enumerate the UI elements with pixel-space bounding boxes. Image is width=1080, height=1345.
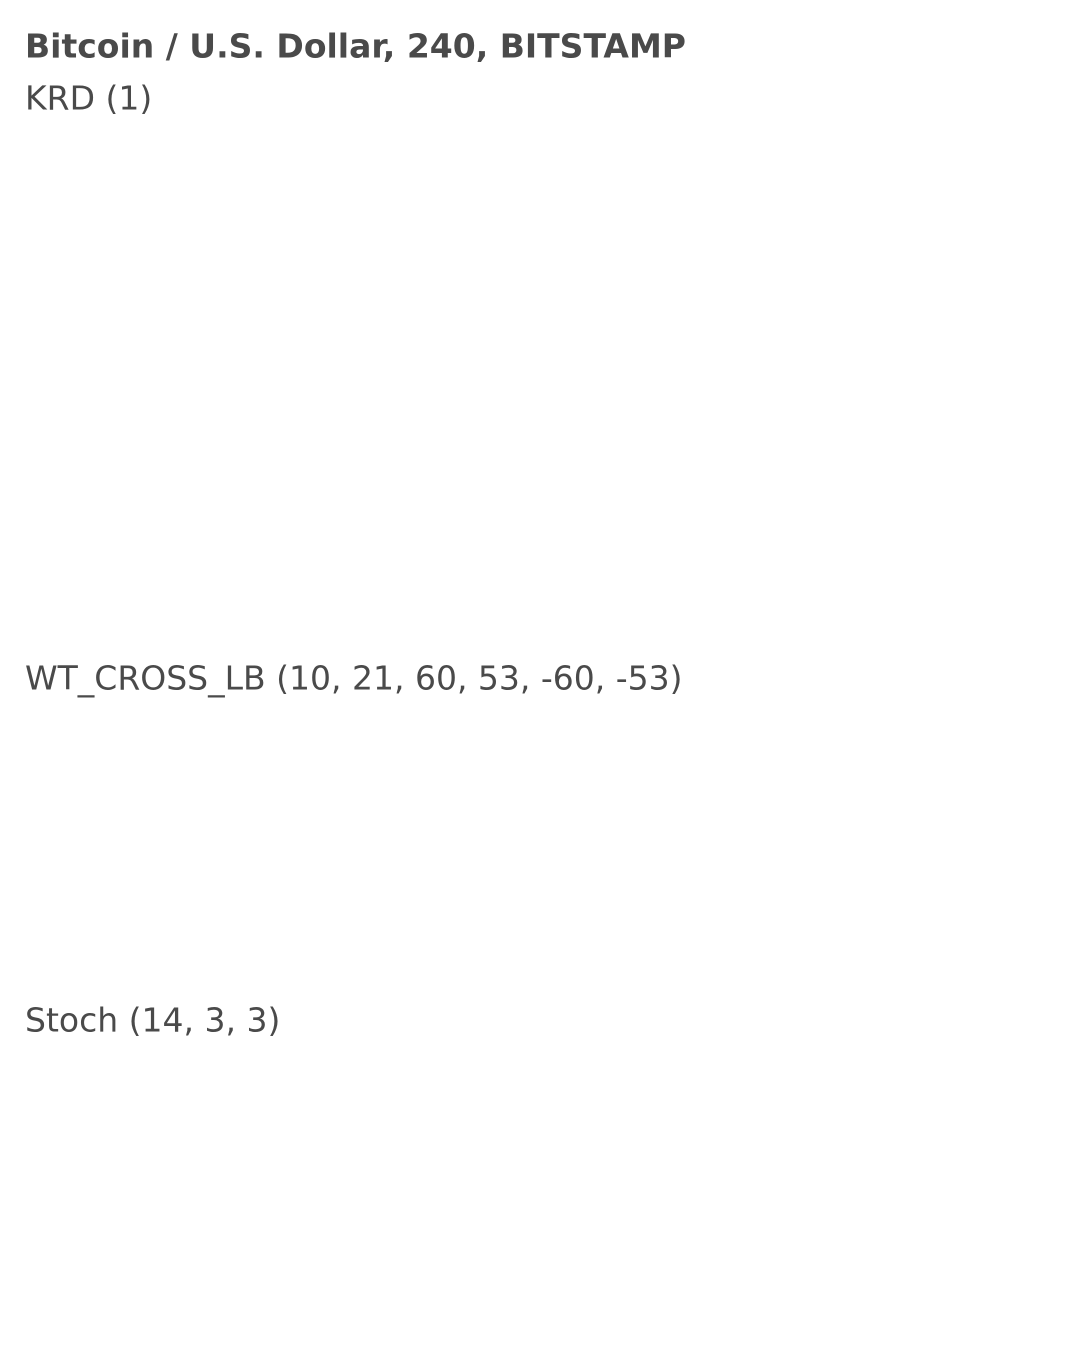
indicator-label: KRD (1) [25,79,152,118]
indicator-title: WT_CROSS_LB (10, 21, 60, 53, -60, -53) [25,659,683,698]
chart-title: Bitcoin / U.S. Dollar, 240, BITSTAMP [25,27,686,66]
indicator-title: Stoch (14, 3, 3) [25,1001,280,1040]
